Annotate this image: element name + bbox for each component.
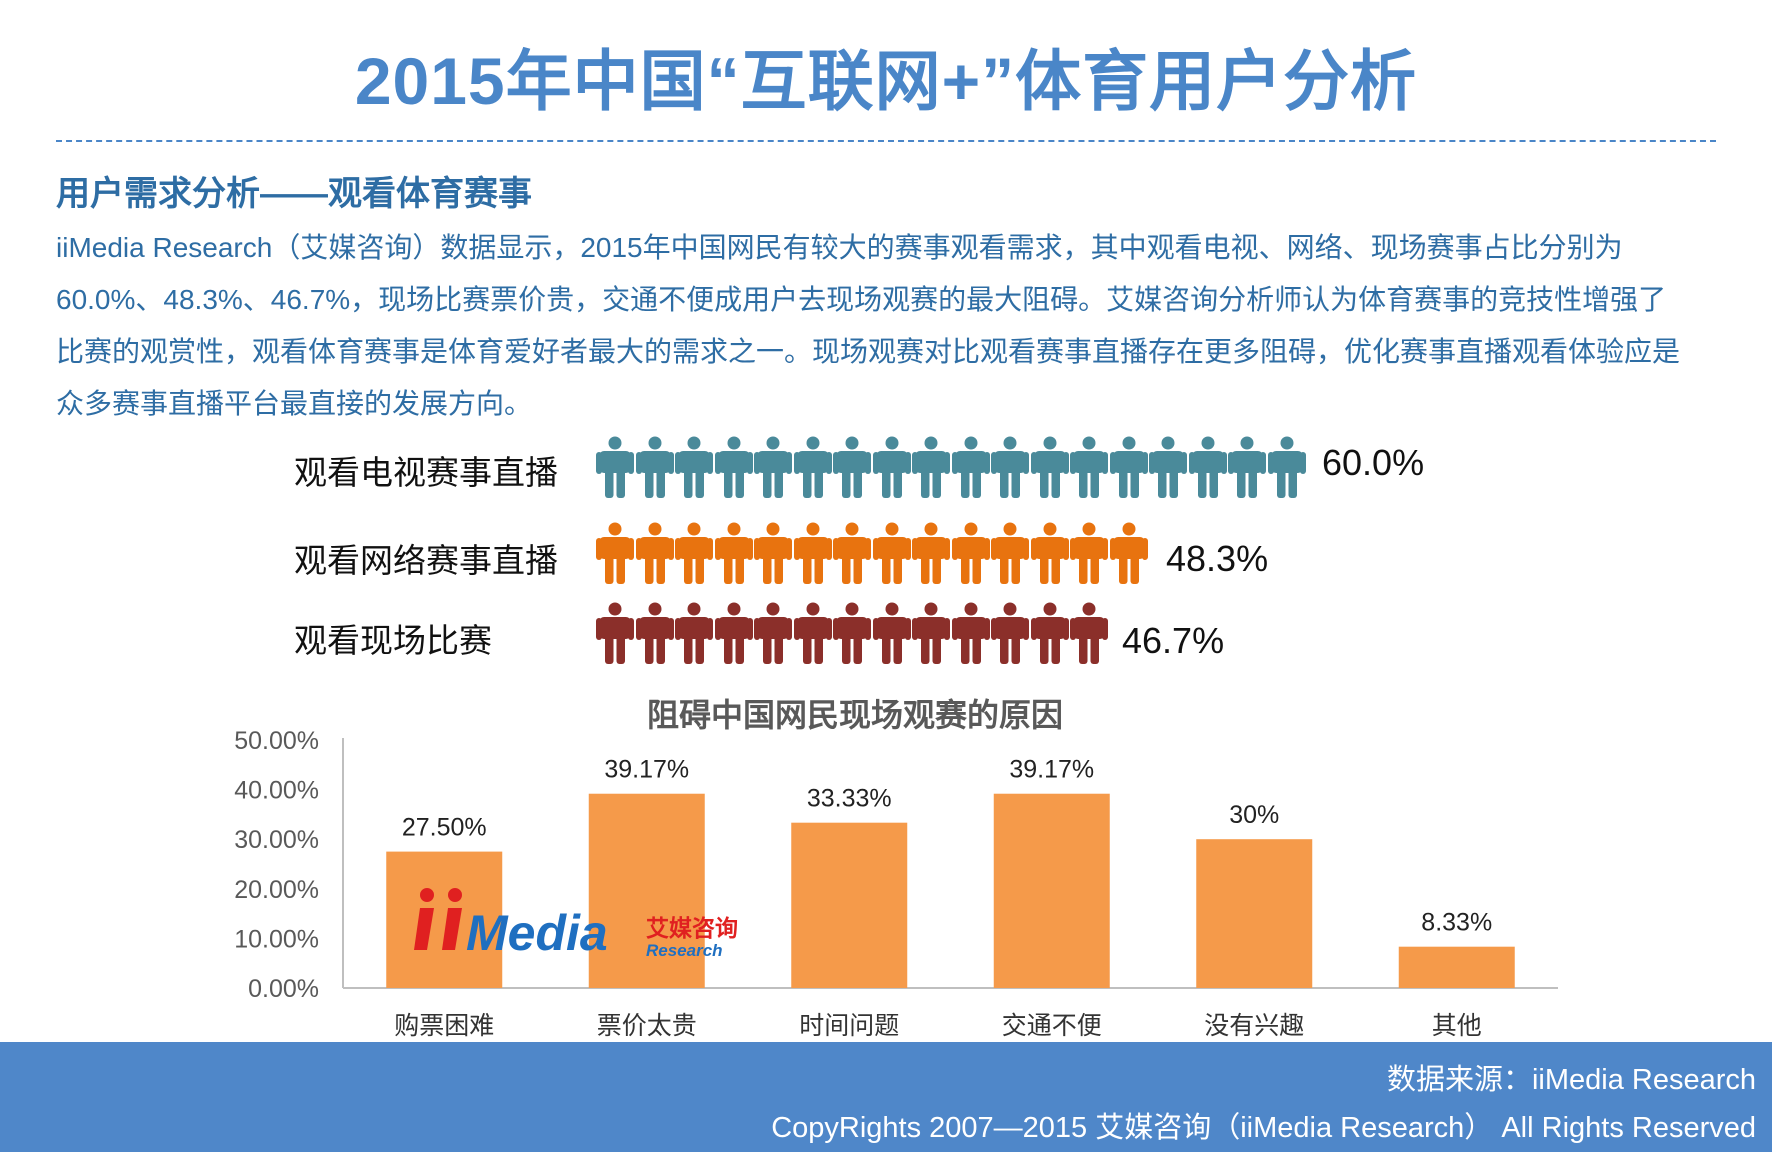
bar	[1398, 946, 1515, 988]
people-row-value-online: 48.3%	[1166, 538, 1269, 579]
people-row-label-live: 观看现场比赛	[294, 622, 492, 659]
person-icon	[596, 602, 634, 664]
person-icon	[1228, 436, 1266, 498]
person-icon	[635, 522, 674, 584]
person-icon	[675, 602, 713, 664]
copyright: CopyRights 2007—2015 艾媒咨询（iiMedia Resear…	[771, 1112, 1756, 1144]
person-icon	[1109, 522, 1148, 584]
bar	[588, 793, 705, 988]
logo-brand-text: Media	[466, 905, 608, 961]
data-source: 数据来源：iiMedia Research	[1386, 1064, 1756, 1096]
person-icon	[912, 602, 950, 664]
person-icon	[596, 436, 634, 498]
paragraph-line: 60.0%、48.3%、46.7%，现场比赛票价贵，交通不便成用户去现场观赛的最…	[56, 284, 1667, 315]
logo-stroke	[414, 908, 434, 950]
people-row-online	[596, 522, 1149, 588]
bar	[1196, 839, 1313, 988]
person-icon	[991, 522, 1029, 584]
y-tick-label: 20.00%	[234, 876, 319, 904]
bar-data-label: 27.50%	[402, 814, 487, 842]
person-icon	[793, 522, 832, 584]
people-row-tv	[596, 436, 1307, 502]
person-icon	[675, 522, 713, 584]
people-row-value-live: 46.7%	[1122, 620, 1225, 661]
person-icon	[754, 436, 792, 498]
person-icon	[635, 602, 674, 664]
bar-data-label: 8.33%	[1421, 909, 1492, 937]
logo-stroke	[442, 908, 462, 950]
x-tick-label: 票价太贵	[597, 1012, 697, 1040]
logo-dot	[420, 888, 434, 902]
person-icon	[872, 436, 911, 498]
x-tick-label: 其他	[1432, 1012, 1482, 1040]
person-icon	[912, 436, 950, 498]
person-icon	[675, 436, 713, 498]
logo-cn-text: 艾媒咨询	[646, 915, 738, 942]
person-icon	[1070, 522, 1108, 584]
chart-title: 阻碍中国网民现场观赛的原因	[646, 697, 1063, 733]
people-row-label-online: 观看网络赛事直播	[294, 542, 558, 579]
person-icon	[714, 602, 753, 664]
person-icon	[1267, 436, 1306, 498]
logo-en-text: Research	[646, 941, 723, 960]
paragraph-line: 众多赛事直播平台最直接的发展方向。	[56, 388, 533, 419]
person-icon	[951, 522, 990, 584]
people-row-live	[596, 602, 1110, 668]
person-icon	[872, 602, 911, 664]
x-tick-label: 时间问题	[799, 1012, 899, 1040]
person-icon	[1030, 436, 1069, 498]
person-icon	[833, 436, 871, 498]
person-icon	[754, 602, 792, 664]
person-icon	[991, 602, 1029, 664]
section-subtitle: 用户需求分析——观看体育赛事	[56, 175, 532, 213]
person-icon	[991, 436, 1029, 498]
person-icon	[793, 436, 832, 498]
person-icon	[1070, 436, 1108, 498]
bar-data-label: 39.17%	[1009, 756, 1094, 784]
bar-chart: 0.00% 10.00% 20.00% 30.00% 40.00% 50.00% 27.50…	[234, 727, 1558, 1040]
person-icon	[1149, 436, 1187, 498]
person-icon	[1188, 436, 1227, 498]
person-icon	[1030, 522, 1069, 584]
person-icon	[833, 522, 871, 584]
person-icon	[1109, 436, 1148, 498]
y-tick-label: 10.00%	[234, 925, 319, 953]
paragraph-line: 比赛的观赏性，观看体育赛事是体育爱好者最大的需求之一。现场观赛对比观看赛事直播存…	[56, 336, 1681, 367]
y-tick-label: 0.00%	[248, 975, 319, 1003]
y-tick-label: 40.00%	[234, 777, 319, 805]
footer-bar: 数据来源：iiMedia Research CopyRights 2007—20…	[0, 1042, 1772, 1152]
person-icon	[1070, 602, 1108, 664]
people-row-label-tv: 观看电视赛事直播	[294, 454, 558, 491]
person-icon	[754, 522, 792, 584]
bar	[791, 822, 908, 988]
bar-data-label: 33.33%	[807, 785, 892, 813]
title-divider	[56, 140, 1716, 142]
person-icon	[596, 522, 634, 584]
person-icon	[951, 436, 990, 498]
bar-data-label: 39.17%	[604, 756, 689, 784]
person-icon	[793, 602, 832, 664]
y-tick-label: 30.00%	[234, 826, 319, 854]
bar-data-label: 30%	[1229, 801, 1279, 829]
bar	[386, 851, 503, 988]
x-tick-label: 没有兴趣	[1204, 1012, 1304, 1040]
person-icon	[714, 522, 753, 584]
summary-paragraph: iiMedia Research（艾媒咨询）数据显示，2015年中国网民有较大的…	[56, 222, 1756, 430]
bar	[993, 793, 1110, 988]
x-tick-label: 交通不便	[1002, 1012, 1102, 1040]
paragraph-line: iiMedia Research（艾媒咨询）数据显示，2015年中国网民有较大的…	[56, 232, 1623, 263]
logo-dot	[448, 888, 462, 902]
page-title: 2015年中国“互联网+”体育用户分析	[354, 44, 1418, 118]
person-icon	[1030, 602, 1069, 664]
x-tick-label: 购票困难	[394, 1012, 494, 1040]
person-icon	[951, 602, 990, 664]
person-icon	[833, 602, 871, 664]
person-icon	[872, 522, 911, 584]
people-row-value-tv: 60.0%	[1322, 442, 1425, 483]
y-tick-label: 50.00%	[234, 727, 319, 755]
person-icon	[635, 436, 674, 498]
person-icon	[912, 522, 950, 584]
person-icon	[714, 436, 753, 498]
